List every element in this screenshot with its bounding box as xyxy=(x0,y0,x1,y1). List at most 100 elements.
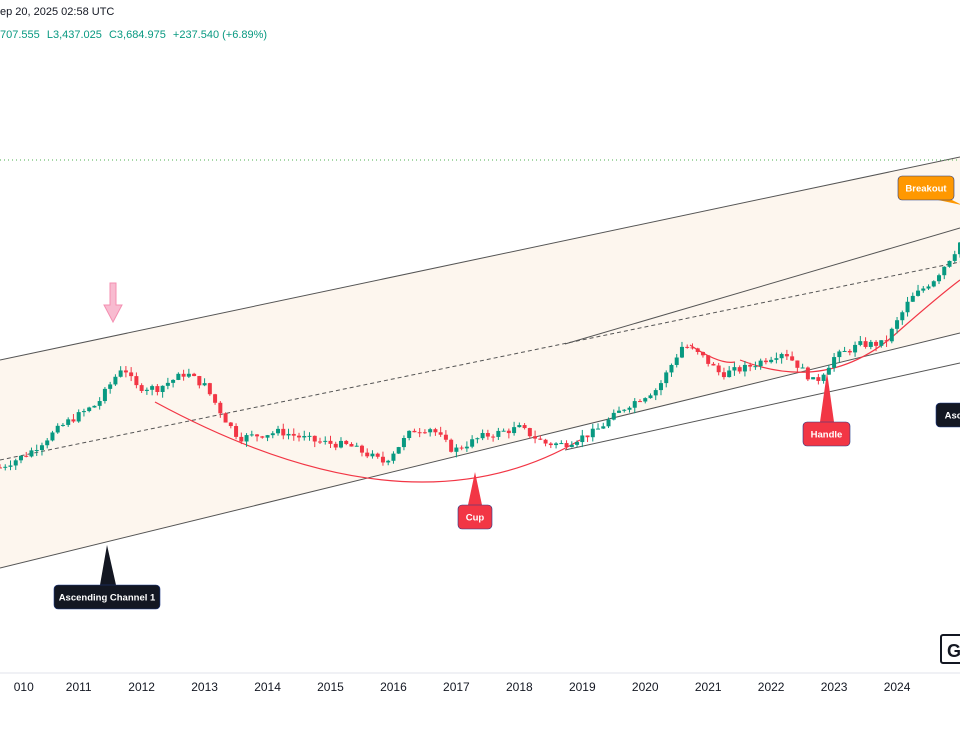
candle-body xyxy=(391,453,396,461)
candle-body xyxy=(55,425,60,433)
candle-body xyxy=(779,354,784,359)
candle-body xyxy=(874,341,879,346)
candle-body xyxy=(590,428,595,438)
candle-body xyxy=(207,383,212,395)
candle-body xyxy=(370,453,375,457)
channel-layer xyxy=(0,156,960,569)
candle-body xyxy=(459,447,464,449)
candle-body xyxy=(632,401,637,408)
candle-body xyxy=(575,442,580,445)
x-tick-label: 2013 xyxy=(191,680,218,694)
candle-body xyxy=(239,436,244,442)
candle-body xyxy=(543,439,548,444)
candle-body xyxy=(485,432,490,437)
candle-body xyxy=(438,432,443,435)
candle-body xyxy=(527,428,532,437)
inner-channel-lower-line xyxy=(564,362,960,451)
candle-body xyxy=(863,341,868,347)
x-tick-label: 2023 xyxy=(821,680,848,694)
x-tick-label: 2021 xyxy=(695,680,722,694)
candle-body xyxy=(905,301,910,313)
candle-body xyxy=(942,266,947,276)
candle-body xyxy=(102,388,107,402)
candle-body xyxy=(884,340,889,342)
candle-body xyxy=(87,407,92,412)
candle-body xyxy=(559,443,564,445)
candle-body xyxy=(318,441,322,443)
candle-body xyxy=(690,347,695,349)
candle-body xyxy=(412,430,417,433)
candle-body xyxy=(129,372,134,377)
candle-body xyxy=(265,435,270,438)
x-tick-label: 2019 xyxy=(569,680,596,694)
candle-body xyxy=(60,424,65,426)
candle-body xyxy=(643,398,648,402)
candle-body xyxy=(580,435,585,443)
x-tick-label: 2014 xyxy=(254,680,281,694)
candle-body xyxy=(790,356,795,361)
peak-arrow-icon xyxy=(103,282,123,324)
candle-body xyxy=(517,425,522,428)
callout-box xyxy=(802,421,851,447)
candle-body xyxy=(223,413,228,423)
candle-body xyxy=(648,395,653,399)
candle-body xyxy=(601,426,606,429)
candles-layer xyxy=(0,242,960,471)
candle-body xyxy=(664,372,669,384)
candle-body xyxy=(139,385,144,391)
candle-body xyxy=(727,370,732,378)
candle-body xyxy=(323,440,328,442)
candle-body xyxy=(160,385,165,393)
callout-label: Breakout xyxy=(905,184,947,195)
candle-body xyxy=(13,460,18,466)
candle-body xyxy=(307,435,312,437)
candle-body xyxy=(700,351,705,356)
candle-body xyxy=(748,364,753,367)
candle-body xyxy=(937,275,942,282)
candle-body xyxy=(464,446,469,449)
candle-body xyxy=(805,367,810,380)
x-tick-label: 2022 xyxy=(758,680,785,694)
candle-body xyxy=(202,383,207,386)
candle-body xyxy=(249,434,254,436)
candle-body xyxy=(66,419,71,425)
candle-body xyxy=(24,455,29,457)
candle-body xyxy=(260,436,265,438)
candle-body xyxy=(512,427,517,434)
candle-body xyxy=(596,428,601,430)
ohlc-change: +237.540 (+6.89%) xyxy=(172,29,268,41)
candle-body xyxy=(832,357,837,368)
candle-body xyxy=(297,435,302,438)
candle-body xyxy=(417,432,422,434)
candle-body xyxy=(916,290,921,296)
callout-pointer xyxy=(100,545,116,585)
candle-body xyxy=(958,242,960,255)
candle-body xyxy=(732,367,737,371)
candle-body xyxy=(821,374,826,381)
candle-body xyxy=(76,412,81,422)
candle-body xyxy=(344,440,349,444)
candle-body xyxy=(669,364,674,373)
candle-body xyxy=(97,401,102,406)
candle-body xyxy=(816,377,821,381)
candle-body xyxy=(480,432,485,439)
candle-body xyxy=(213,394,218,403)
candle-body xyxy=(506,430,511,434)
candle-body xyxy=(8,465,13,467)
candle-body xyxy=(454,447,459,452)
candle-body xyxy=(695,348,700,352)
candle-body xyxy=(176,373,181,380)
candle-body xyxy=(606,419,611,427)
candle-body xyxy=(926,286,931,289)
candle-body xyxy=(108,384,113,389)
channel-upper-line xyxy=(0,156,960,361)
header-datetime: ep 20, 2025 02:58 UTC xyxy=(0,6,115,18)
candle-body xyxy=(45,440,50,446)
inner-channel-upper-line xyxy=(564,227,960,345)
candle-body xyxy=(800,367,805,369)
candle-body xyxy=(407,430,412,439)
callout-box xyxy=(457,504,493,530)
candle-body xyxy=(763,360,768,363)
x-tick-label: 2017 xyxy=(443,680,470,694)
